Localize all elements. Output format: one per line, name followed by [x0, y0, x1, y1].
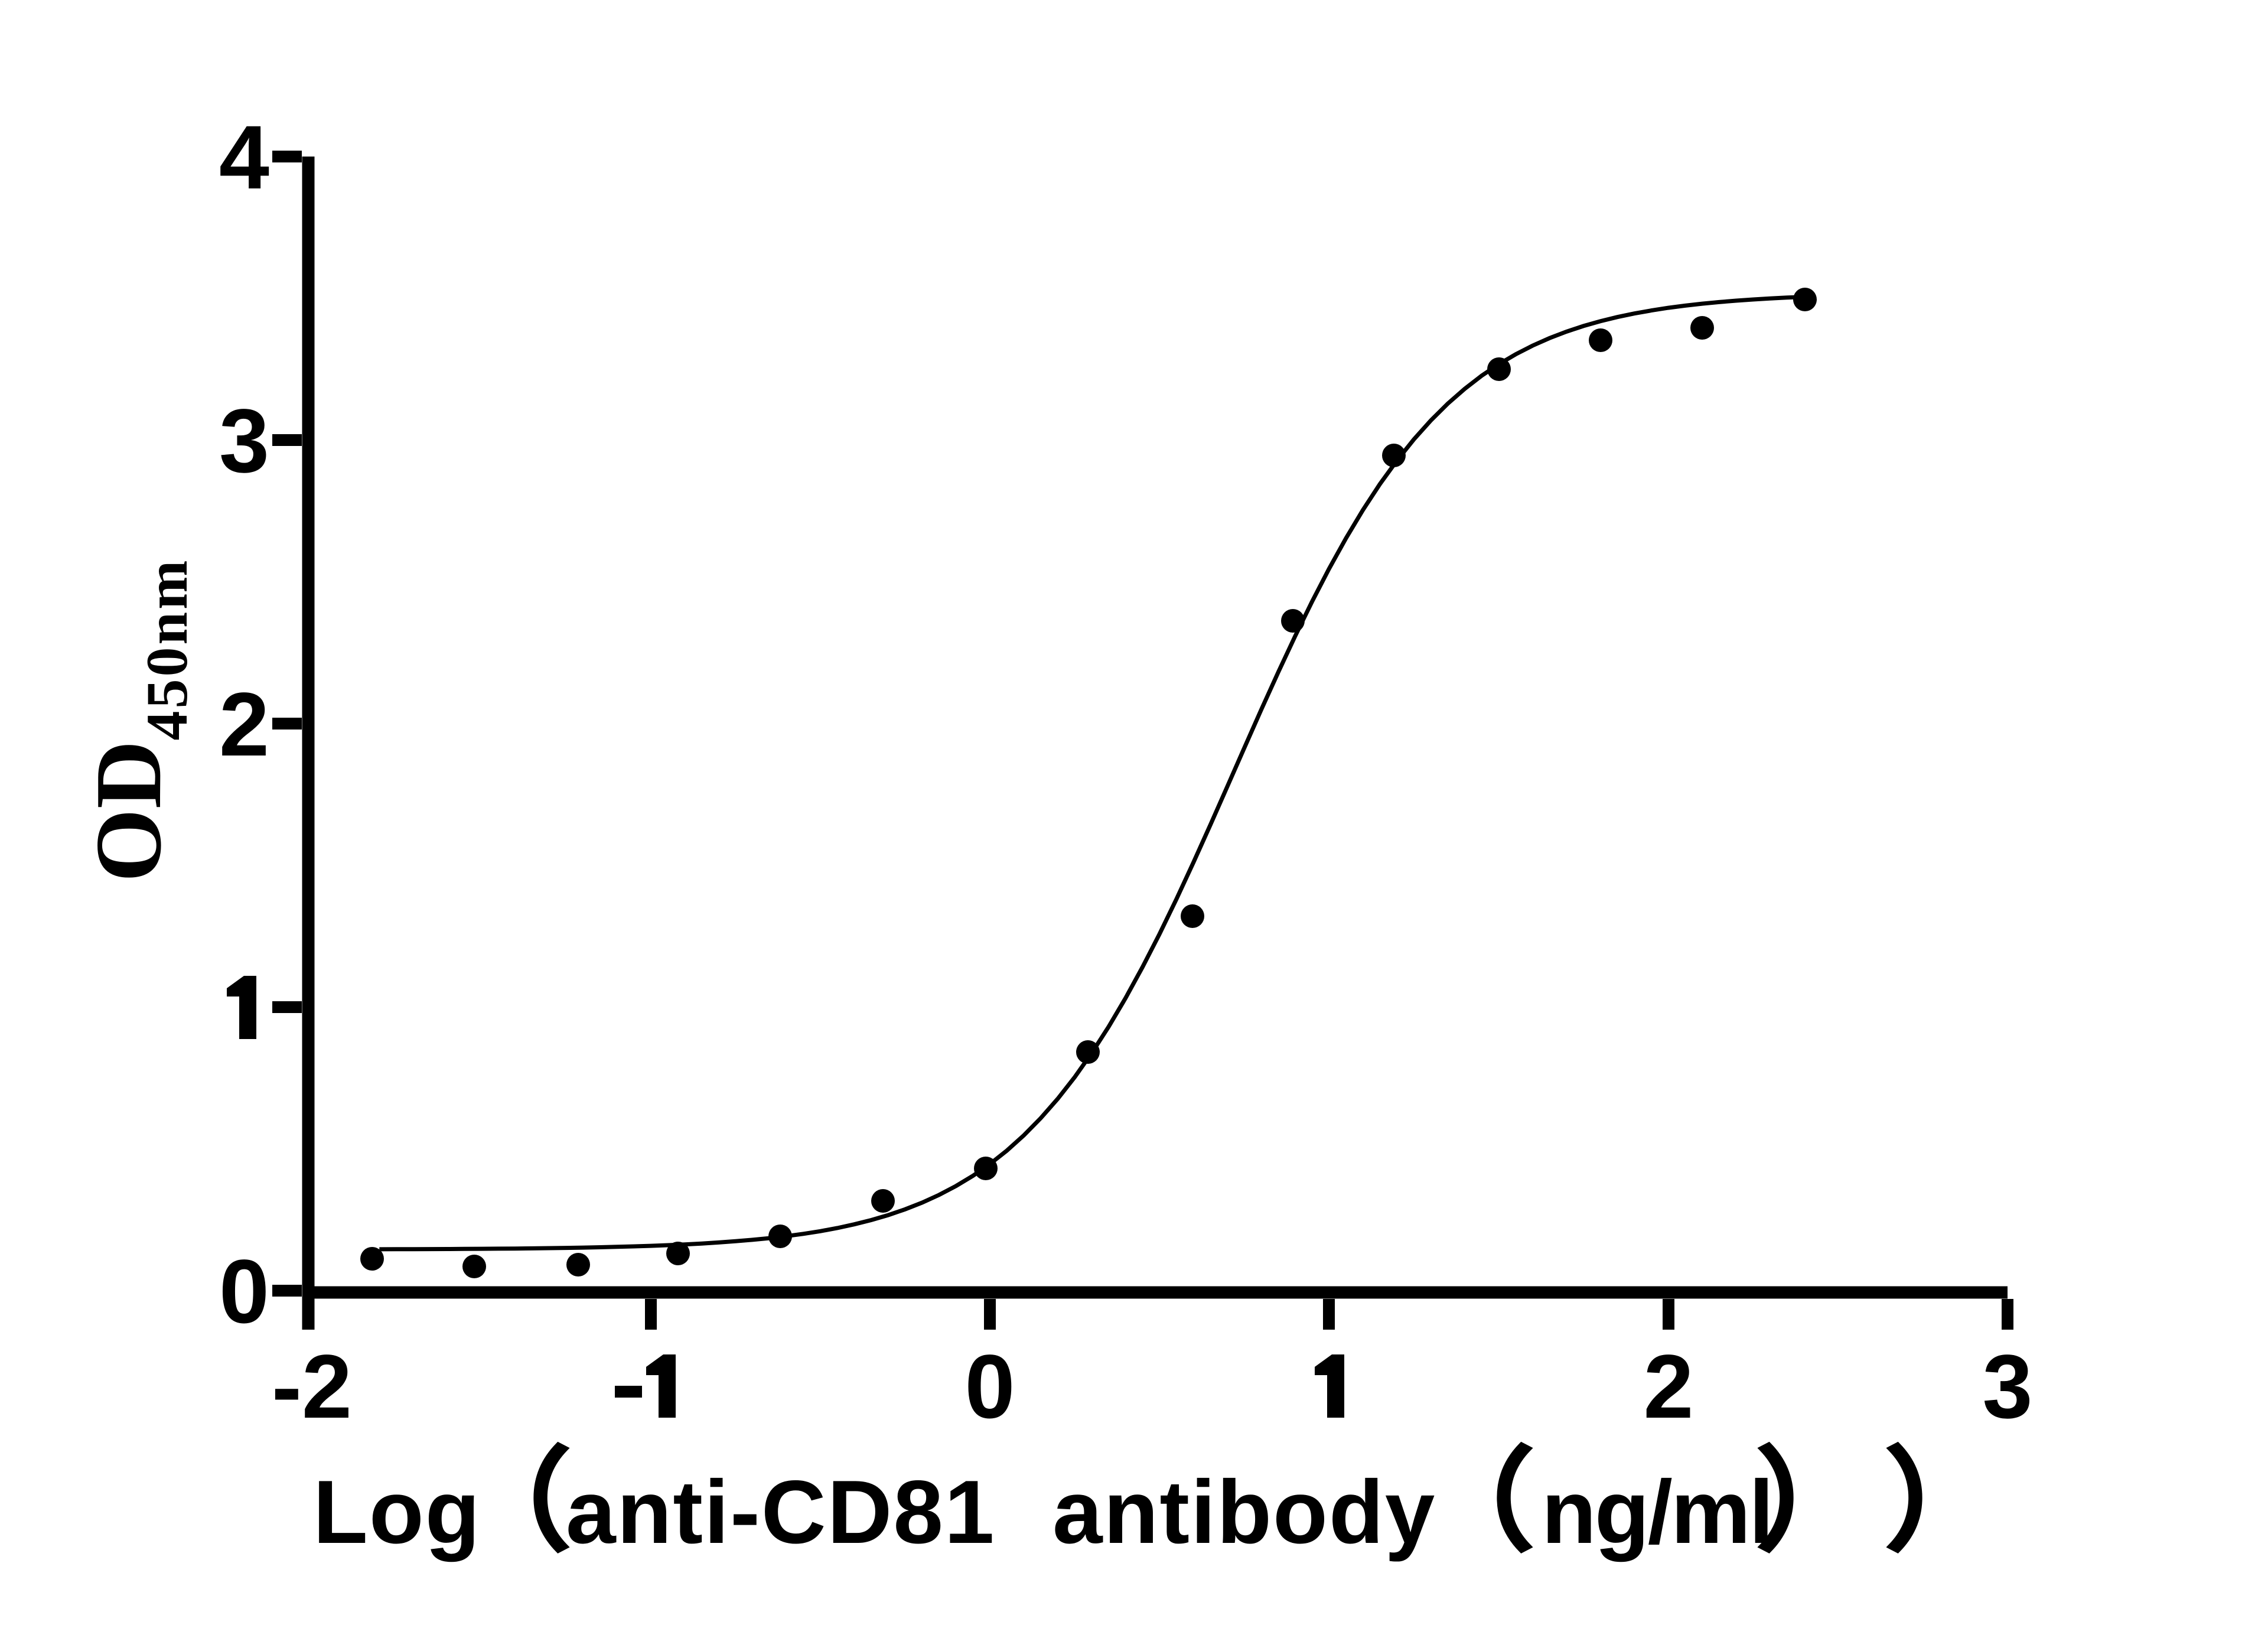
svg-text:ng/ml: ng/ml	[1542, 1462, 1772, 1562]
svg-text:4: 4	[219, 107, 269, 208]
svg-text:（: （	[1423, 1441, 1533, 1563]
svg-text:3: 3	[1982, 1336, 2032, 1437]
svg-text:2: 2	[219, 674, 269, 775]
svg-text:-2: -2	[272, 1336, 352, 1437]
svg-text:0: 0	[219, 1241, 269, 1342]
svg-text:）: ）	[1757, 1441, 1867, 1563]
svg-text:Log: Log	[313, 1462, 481, 1562]
svg-text:（: （	[460, 1441, 570, 1563]
svg-text:）: ）	[1886, 1441, 1996, 1563]
svg-text:anti-CD81: anti-CD81	[566, 1462, 995, 1562]
svg-text:2: 2	[1643, 1336, 1693, 1437]
svg-text:antibody: antibody	[1052, 1462, 1436, 1562]
svg-text:0: 0	[964, 1336, 1015, 1437]
svg-text:3: 3	[219, 390, 269, 491]
